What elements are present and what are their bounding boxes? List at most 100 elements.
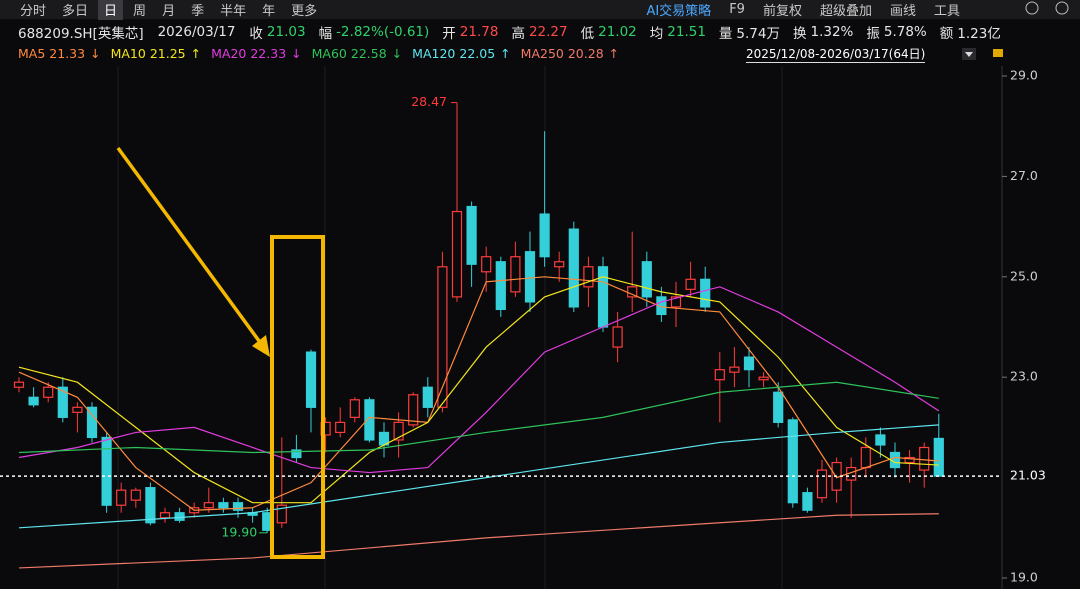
tab[interactable]: 半年 [220,4,247,19]
tool-button[interactable]: 前复权 [762,4,802,19]
month-separators [117,66,783,589]
tool-button[interactable]: AI交易策略 [646,4,712,19]
quote-label: 低 [580,26,595,42]
tab[interactable]: 月 [162,4,176,19]
candle-body [700,278,711,308]
tab[interactable]: 日 [98,0,124,20]
candle-body [743,356,755,371]
quote-value: 21.51 [667,24,706,40]
legend-value: 22.33 [250,45,287,61]
y-tick-label: 27.0 [1010,168,1038,183]
candle-body [568,228,579,308]
y-tick-label: 29.0 [1010,68,1038,83]
ma-legend: MA5 21.33 ↓ MA10 21.25 ↑ MA20 22.33 ↓ MA60 22.58 ↓ M… [18,44,629,62]
quote-label: 收 [249,26,263,42]
legend-name: MA250 [520,45,564,61]
candle-body [57,386,68,418]
candle-body [408,394,419,426]
candle-body [773,391,784,423]
candle-body [481,256,492,273]
candle-body [554,261,565,268]
ma-line [18,424,939,529]
pointer-arrowhead [252,335,270,357]
candle-body [583,266,594,288]
tab[interactable]: 多日 [62,4,89,19]
quote-value: 21.03 [266,24,306,40]
candle-body [539,213,550,258]
window-icons [1025,1,1069,15]
legend-trend: ↑ [608,45,620,61]
tool-button[interactable]: F9 [729,2,745,17]
candle-body [729,366,740,373]
candle-body [758,376,769,381]
tab[interactable]: 周 [133,4,147,19]
quote-label: 额 [939,26,954,42]
legend-trend: ↑ [500,45,511,61]
annotation-label: 19.90 [221,524,257,539]
candle-body [787,419,798,504]
candle-body [714,369,725,381]
candle-body [875,434,886,446]
annotation-label: 28.47 [411,94,447,109]
quote-label: 幅 [318,26,333,42]
tool-button[interactable]: 工具 [933,4,960,19]
pointer-arrow [116,146,264,347]
quote-label: 2026/03/17 [157,24,236,40]
candle-body [72,406,83,413]
toolbar: 分时 多日日周月季半年年更多 AI交易策略 F9 前复权 超级叠加 画线 工具 [0,0,1080,20]
quote-value: -2.82%(-0.61) [336,24,430,40]
ma-line [18,381,939,454]
candle-body [145,487,156,524]
last-price-box [1003,467,1063,486]
quote-label: 开 [442,26,456,42]
tab[interactable]: 更多 [291,4,318,19]
quote-value: 21.78 [459,24,499,40]
candle-body [670,296,682,308]
candle-body [130,489,141,501]
legend-trend: ↓ [90,45,101,61]
quote-value: 1.23亿 [957,26,1001,42]
highlight-box [270,235,325,559]
y-tick-label: 25.0 [1010,268,1038,283]
candle-body [305,351,317,408]
candle-body [218,502,229,509]
ma-line [18,276,939,511]
candle-body [510,256,521,293]
candle-body [919,446,930,471]
candle-body [816,469,828,499]
dropdown-arrow [965,52,973,57]
candle-body [349,399,360,418]
quote-value: 21.02 [598,24,637,40]
legend-trend: ↓ [391,45,403,61]
y-tick-label: 19.0 [1010,570,1038,585]
candle-body [393,421,404,441]
candle-body [466,205,477,265]
candle-body [933,437,944,477]
tab[interactable]: 年 [262,4,276,19]
candle-body [116,489,127,506]
tab[interactable]: 分时 [20,4,47,19]
legend-trend: ↑ [190,45,202,61]
candle-body [641,261,652,298]
legend-value: 22.58 [350,45,387,61]
candle-body [422,386,433,408]
quote-label: 高 [511,26,525,42]
lock-icon[interactable] [993,49,1003,57]
tool-button[interactable]: 画线 [889,4,916,19]
candle-body [203,502,214,509]
candle-body [904,456,915,464]
legend-name: MA60 [311,45,347,61]
quote-label: 688209.SH[英集芯] [18,26,144,42]
date-range[interactable]: 2025/12/08-2026/03/17(64日) [746,47,926,63]
candle-body [860,446,871,469]
candle-body [101,436,112,506]
candle-body [524,251,536,303]
quote-value: 22.27 [528,24,568,40]
tab[interactable]: 季 [191,4,205,19]
tool-button[interactable]: 超级叠加 [819,4,872,19]
legend-value: 20.28 [567,45,604,61]
candle-body [28,396,39,406]
quote-value: 5.78% [883,24,927,40]
